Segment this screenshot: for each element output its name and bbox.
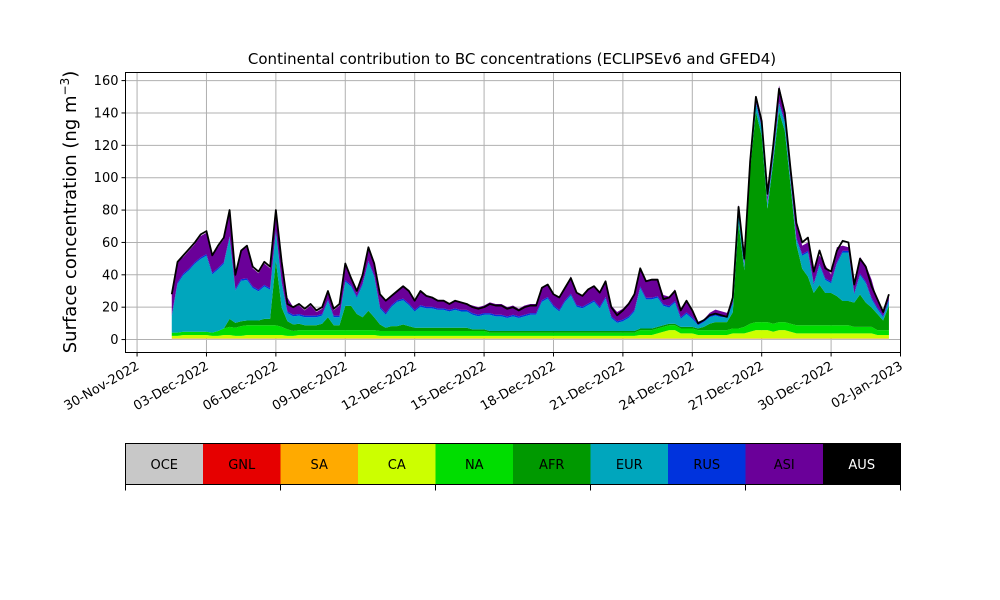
y-tick-label: 120 bbox=[94, 139, 119, 154]
stacked-area-series bbox=[171, 85, 889, 340]
legend-swatch-eur bbox=[590, 443, 668, 485]
total-concentration-line bbox=[170, 87, 890, 325]
legend-label-asi: ASI bbox=[774, 458, 795, 473]
y-tick-label: 140 bbox=[94, 106, 119, 121]
legend-swatch-gnl bbox=[203, 443, 281, 485]
legend-swatch-asi bbox=[745, 443, 823, 485]
legend-swatch-afr bbox=[513, 443, 591, 485]
legend-label-oce: OCE bbox=[150, 458, 178, 473]
colorbar-legend: OCE GNL SA CA NA AFR EUR RUS ASI AUS bbox=[125, 443, 901, 491]
y-axis-label-superscript: −3 bbox=[58, 78, 72, 96]
y-axis-label-main: Surface concentration (ng m bbox=[60, 95, 81, 353]
legend-label-aus: AUS bbox=[848, 458, 875, 473]
legend-label-afr: AFR bbox=[539, 458, 564, 473]
legend-swatch-na bbox=[435, 443, 513, 485]
plot-frame bbox=[125, 72, 901, 353]
y-tick-label: 160 bbox=[94, 74, 119, 89]
legend-label-gnl: GNL bbox=[228, 458, 256, 473]
legend-swatch-oce bbox=[125, 443, 203, 485]
legend-label-na: NA bbox=[465, 458, 484, 473]
y-axis-ticks: 0 20 40 60 80 100 120 140 160 bbox=[94, 74, 126, 348]
legend-label-eur: EUR bbox=[616, 458, 643, 473]
legend-label-rus: RUS bbox=[693, 458, 720, 473]
legend-frame bbox=[125, 443, 901, 485]
y-tick-label: 80 bbox=[102, 204, 119, 219]
legend-label-ca: CA bbox=[388, 458, 406, 473]
legend-swatch-aus bbox=[823, 443, 901, 485]
area-ca bbox=[171, 330, 889, 339]
legend-swatch-rus bbox=[668, 443, 746, 485]
total-line-layer bbox=[170, 87, 890, 325]
legend-label-sa: SA bbox=[311, 458, 328, 473]
y-tick-label: 40 bbox=[102, 268, 119, 283]
y-tick-label: 100 bbox=[94, 171, 119, 186]
y-axis-label-close: ) bbox=[60, 71, 81, 78]
area-na bbox=[171, 322, 889, 336]
legend-swatch-ca bbox=[358, 443, 436, 485]
y-axis-label: Surface concentration (ng m−3) bbox=[58, 71, 81, 354]
legend-swatch-sa bbox=[280, 443, 358, 485]
area-oce bbox=[171, 338, 889, 340]
area-eur bbox=[171, 103, 889, 333]
chart-title: Continental contribution to BC concentra… bbox=[248, 50, 776, 68]
y-tick-label: 0 bbox=[110, 333, 118, 348]
area-afr bbox=[171, 111, 889, 333]
y-tick-label: 20 bbox=[102, 301, 119, 316]
y-tick-label: 60 bbox=[102, 236, 119, 251]
